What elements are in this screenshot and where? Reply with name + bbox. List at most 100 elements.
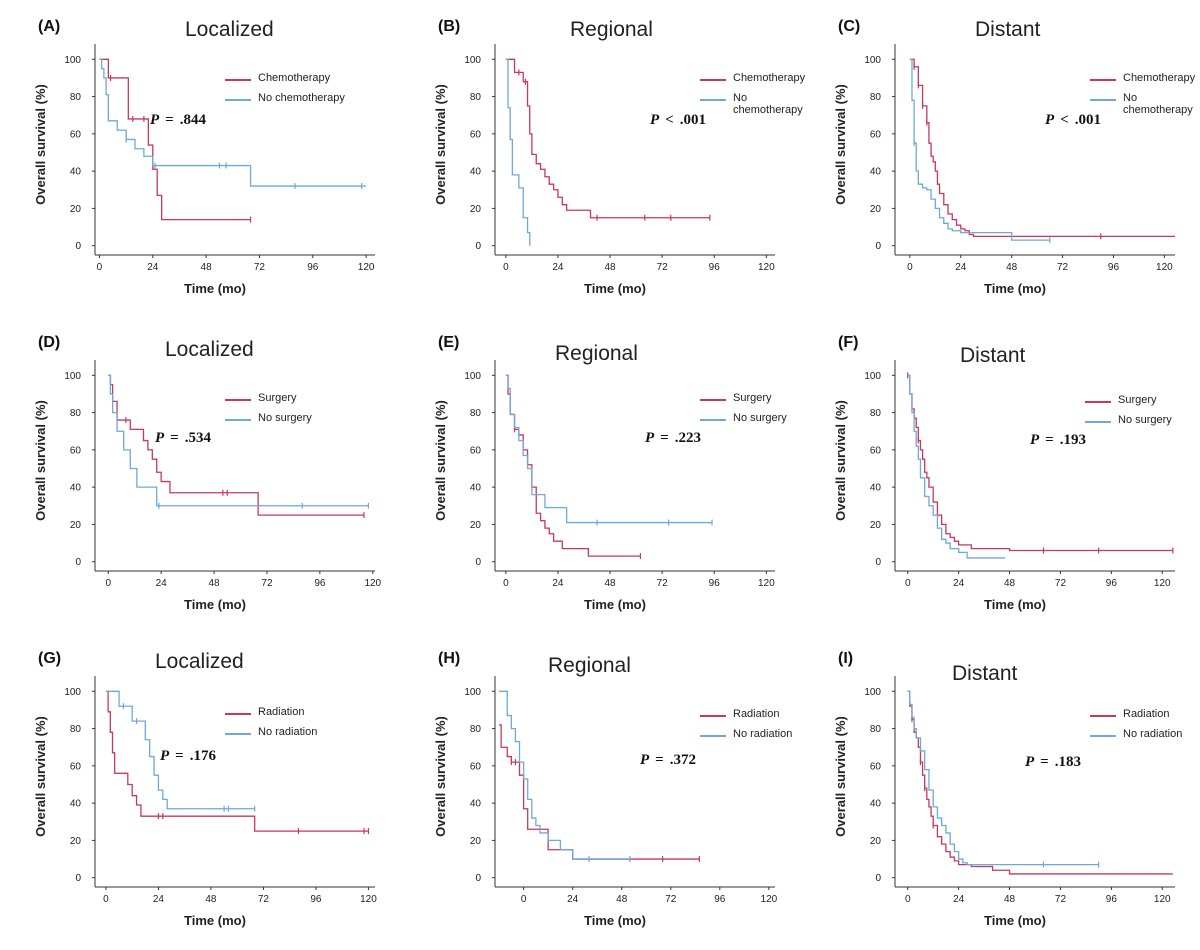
p-number: .534 [184, 430, 211, 446]
series-line-treated [99, 58, 251, 221]
panel-title: Distant [960, 344, 1026, 367]
y-tick-label: 20 [870, 520, 882, 531]
p-operator: = [1040, 754, 1049, 770]
y-tick-label: 0 [475, 557, 481, 568]
x-tick-label: 0 [503, 578, 509, 589]
y-tick-label: 0 [75, 241, 81, 252]
km-plot: 0 20 40 60 80 100 0 24 48 72 96 120 Time (mo) Overall… [33, 360, 382, 612]
legend-swatch [1090, 99, 1116, 101]
y-tick-label: 100 [864, 55, 881, 66]
legend-label: No radiation [258, 726, 318, 738]
x-tick-label: 48 [1004, 894, 1016, 905]
y-tick-label: 80 [870, 92, 882, 103]
km-plot: 0 20 40 60 80 100 0 24 48 72 96 120 Time (mo) Overall… [833, 676, 1175, 928]
x-tick-label: 48 [1004, 578, 1016, 589]
y-tick-label: 60 [470, 129, 482, 140]
x-tick-label: 72 [1055, 578, 1067, 589]
x-tick-label: 0 [521, 894, 527, 905]
x-axis-label: Time (mo) [984, 281, 1046, 296]
y-tick-label: 60 [470, 445, 482, 456]
p-number: .001 [1074, 112, 1101, 128]
y-axis-label: Overall survival (%) [833, 400, 848, 521]
panel-title: Localized [185, 18, 274, 41]
km-panel-i: 0 20 40 60 80 100 0 24 48 72 96 120 Time (mo) Overall… [800, 632, 1200, 948]
series-line-untreated [499, 690, 630, 860]
x-tick-label: 48 [604, 262, 616, 273]
x-tick-label: 0 [905, 578, 911, 589]
y-axis-label: Overall survival (%) [433, 84, 448, 205]
km-plot: 0 20 40 60 80 100 0 24 48 72 96 120 Time (mo) Overall… [433, 676, 778, 928]
legend-label: No radiation [733, 728, 793, 740]
y-tick-label: 80 [70, 724, 82, 735]
series-line-untreated [909, 58, 1050, 241]
p-number: .372 [669, 752, 696, 768]
legend-label: Chemotherapy [258, 72, 331, 84]
legend-swatch [700, 715, 726, 717]
legend-swatch [1090, 735, 1116, 737]
x-tick-label: 72 [258, 894, 270, 905]
legend-label: Surgery [1118, 394, 1157, 406]
x-axis-label: Time (mo) [984, 597, 1046, 612]
y-tick-label: 40 [470, 483, 482, 494]
x-tick-label: 24 [567, 894, 579, 905]
p-label: P [650, 112, 660, 128]
legend-swatch [700, 735, 726, 737]
y-tick-label: 40 [470, 799, 482, 810]
y-tick-label: 20 [70, 836, 82, 847]
p-label: P [1025, 754, 1035, 770]
p-value: P = .534 [155, 430, 211, 447]
y-axis-label: Overall survival (%) [33, 400, 48, 521]
series-line-treated [909, 58, 1175, 238]
x-tick-label: 24 [147, 262, 159, 273]
y-tick-label: 60 [870, 445, 882, 456]
p-label: P [640, 752, 650, 768]
legend-swatch [1090, 79, 1116, 81]
p-operator: = [170, 430, 179, 446]
y-tick-label: 0 [75, 557, 81, 568]
y-tick-label: 100 [464, 687, 481, 698]
y-axis-label: Overall survival (%) [833, 84, 848, 205]
x-tick-label: 120 [758, 262, 775, 273]
y-tick-label: 100 [864, 687, 881, 698]
y-tick-label: 0 [875, 557, 881, 568]
panel-title: Distant [975, 18, 1041, 41]
x-tick-label: 48 [616, 894, 628, 905]
km-plot: 0 20 40 60 80 100 0 24 48 72 96 120 Time (mo) Overall… [33, 676, 377, 928]
km-panel-b: 0 20 40 60 80 100 0 24 48 72 96 120 Time (mo) Overall… [400, 0, 805, 316]
legend-label: Surgery [258, 392, 297, 404]
km-panel-h: 0 20 40 60 80 100 0 24 48 72 96 120 Time (mo) Overall… [400, 632, 800, 948]
x-tick-label: 72 [665, 894, 677, 905]
legend-swatch [225, 399, 251, 401]
x-tick-label: 96 [1108, 262, 1120, 273]
km-plot: 0 20 40 60 80 100 0 24 48 72 96 120 Time (mo) Overall… [833, 360, 1175, 612]
x-axis-label: Time (mo) [184, 913, 246, 928]
legend-label: Surgery [733, 392, 772, 404]
y-tick-label: 20 [470, 520, 482, 531]
y-tick-label: 60 [70, 761, 82, 772]
legend-label: No chemotherapy [258, 92, 345, 104]
x-tick-label: 72 [1055, 894, 1067, 905]
panel-title: Regional [548, 654, 631, 677]
y-tick-label: 100 [64, 371, 81, 382]
y-axis-label: Overall survival (%) [433, 400, 448, 521]
p-value: P < .001 [1045, 112, 1101, 129]
x-tick-label: 120 [360, 894, 377, 905]
x-tick-label: 24 [955, 262, 967, 273]
p-operator: = [1045, 432, 1054, 448]
y-tick-label: 80 [870, 724, 882, 735]
p-operator: = [655, 752, 664, 768]
y-axis-label: Overall survival (%) [833, 716, 848, 837]
y-tick-label: 100 [464, 55, 481, 66]
y-tick-label: 0 [875, 241, 881, 252]
y-axis-label: Overall survival (%) [33, 84, 48, 205]
legend-swatch [1085, 401, 1111, 403]
x-tick-label: 24 [953, 578, 965, 589]
p-number: .001 [679, 112, 706, 128]
x-tick-label: 96 [709, 262, 721, 273]
x-axis-label: Time (mo) [984, 913, 1046, 928]
km-plot: 0 20 40 60 80 100 0 24 48 72 96 120 Time (mo) Overall… [833, 44, 1175, 296]
p-label: P [150, 112, 160, 128]
panel-label: (G) [38, 650, 62, 667]
y-tick-label: 20 [870, 836, 882, 847]
